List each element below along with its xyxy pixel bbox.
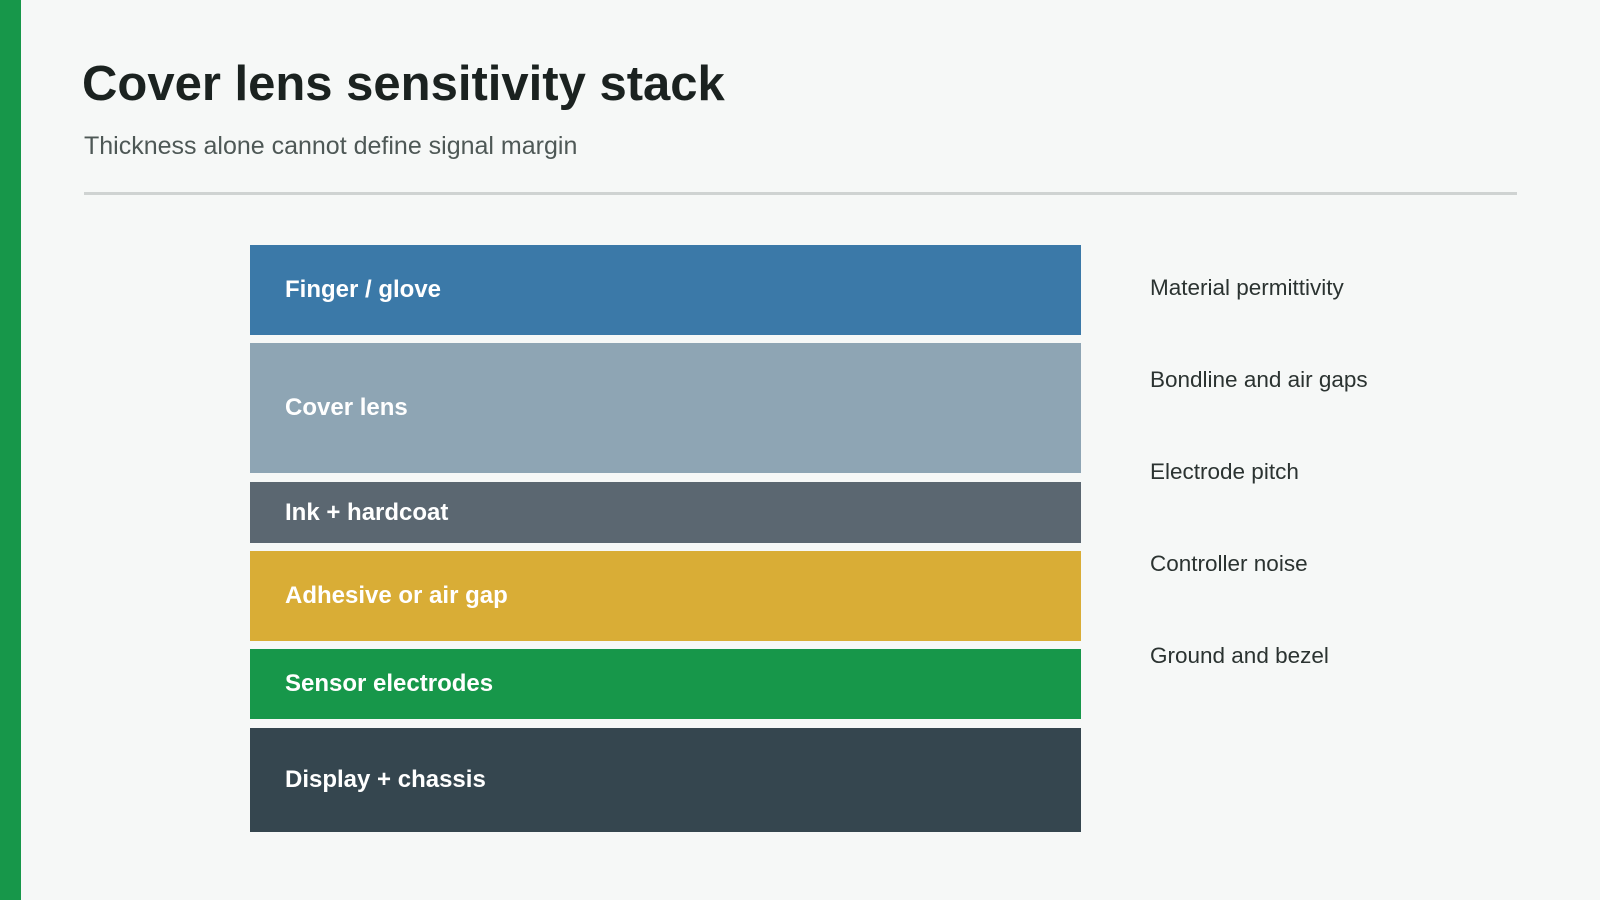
accent-bar [0,0,21,900]
layer: Adhesive or air gap [250,551,1081,641]
layer: Finger / glove [250,245,1081,335]
subtitle: Thickness alone cannot define signal mar… [84,132,578,160]
factor: Ground and bezel [1150,643,1329,668]
layer: Cover lens [250,343,1081,473]
layer: Display + chassis [250,728,1081,832]
factor: Material permittivity [1150,275,1344,300]
divider [84,192,1517,195]
factor: Electrode pitch [1150,459,1299,484]
factor: Controller noise [1150,551,1308,576]
title: Cover lens sensitivity stack [82,57,725,111]
layer: Sensor electrodes [250,649,1081,719]
factor: Bondline and air gaps [1150,367,1368,392]
layer: Ink + hardcoat [250,482,1081,543]
